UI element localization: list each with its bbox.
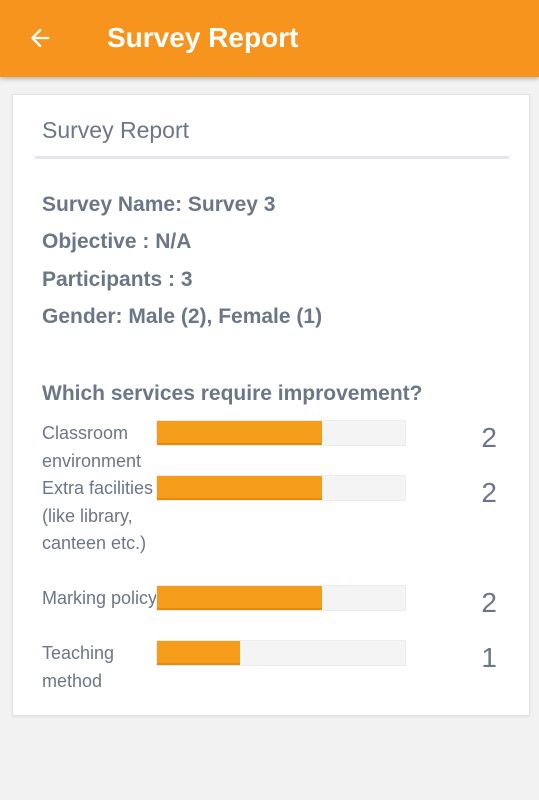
response-bar-fill [157,641,240,665]
response-bar-track [156,585,406,611]
response-bar-fill [157,476,322,500]
response-bar-track [156,475,406,501]
survey-participants: Participants : 3 [42,268,193,291]
response-bar-fill [157,586,322,610]
survey-objective: Objective : N/A [42,230,192,253]
response-label: Teaching method [42,643,115,691]
survey-gender: Gender: Male (2), Female (1) [42,305,323,328]
arrow-left-icon [30,28,50,48]
response-bar-track [156,640,406,666]
response-bar-track [156,420,406,446]
response-count: 1 [481,642,497,673]
response-label: Marking policy [42,588,158,608]
back-button[interactable] [20,18,60,58]
response-count: 2 [481,477,497,508]
app-title: Survey Report [107,22,299,53]
response-label: Classroom environment [42,423,142,471]
response-count: 2 [481,422,497,453]
card-title: Survey Report [42,117,190,143]
response-bar-fill [157,421,322,445]
question-title: Which services require improvement? [42,382,423,405]
survey-report-card: Survey Report Survey Name: Survey 3 Obje… [12,94,530,716]
response-count: 2 [481,587,497,618]
survey-name: Survey Name: Survey 3 [42,193,276,216]
app-bar: Survey Report [0,0,539,77]
response-label: Extra facilities (like library, canteen … [42,478,154,553]
card-divider [35,156,509,159]
